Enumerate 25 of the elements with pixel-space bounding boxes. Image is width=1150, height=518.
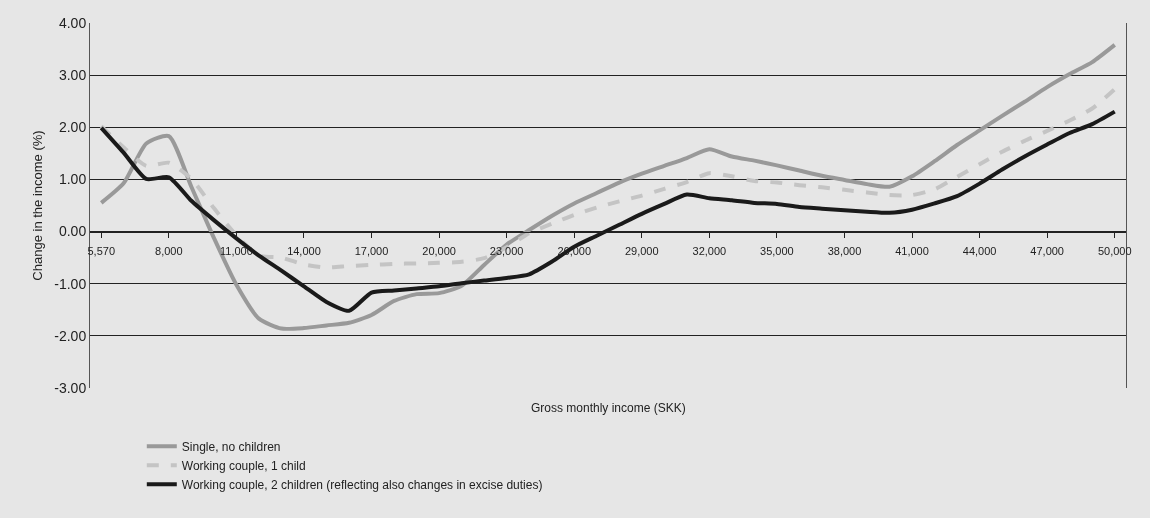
legend-label: Single, no children	[181, 439, 281, 454]
legend-label: Working couple, 2 children (reflecting also changes in excise duties)	[181, 477, 543, 492]
x-tick-label: 32,000	[692, 244, 727, 257]
x-tick-label: 14,000	[287, 244, 321, 257]
y-axis-title: Change in the income (%)	[30, 130, 46, 281]
x-tick-label: 47,000	[1030, 244, 1064, 257]
y-tick-label: 4.00	[58, 14, 87, 31]
legend-label: Working couple, 1 child	[181, 458, 306, 473]
x-tick-label: 38,000	[827, 244, 862, 257]
x-tick-label: 41,000	[895, 244, 929, 257]
x-tick-label: 17,000	[354, 244, 389, 257]
x-tick-label: 29,000	[624, 244, 659, 257]
x-tick-label: 23,000	[489, 244, 524, 257]
y-tick-label: 3.00	[58, 67, 87, 84]
x-tick-label: 35,000	[760, 244, 794, 257]
x-axis-title: Gross monthly income (SKK)	[531, 401, 686, 415]
x-tick-label: 20,000	[422, 244, 456, 257]
y-tick-label: 1.00	[58, 171, 87, 188]
y-tick-label: -2.00	[54, 327, 87, 344]
y-tick-label: 2.00	[58, 119, 87, 136]
y-tick-label: -1.00	[54, 275, 87, 292]
y-tick-label: 0.00	[58, 223, 87, 240]
x-tick-label: 44,000	[962, 244, 997, 257]
x-tick-label: 8,000	[155, 244, 183, 257]
y-tick-label: -3.00	[54, 379, 87, 396]
